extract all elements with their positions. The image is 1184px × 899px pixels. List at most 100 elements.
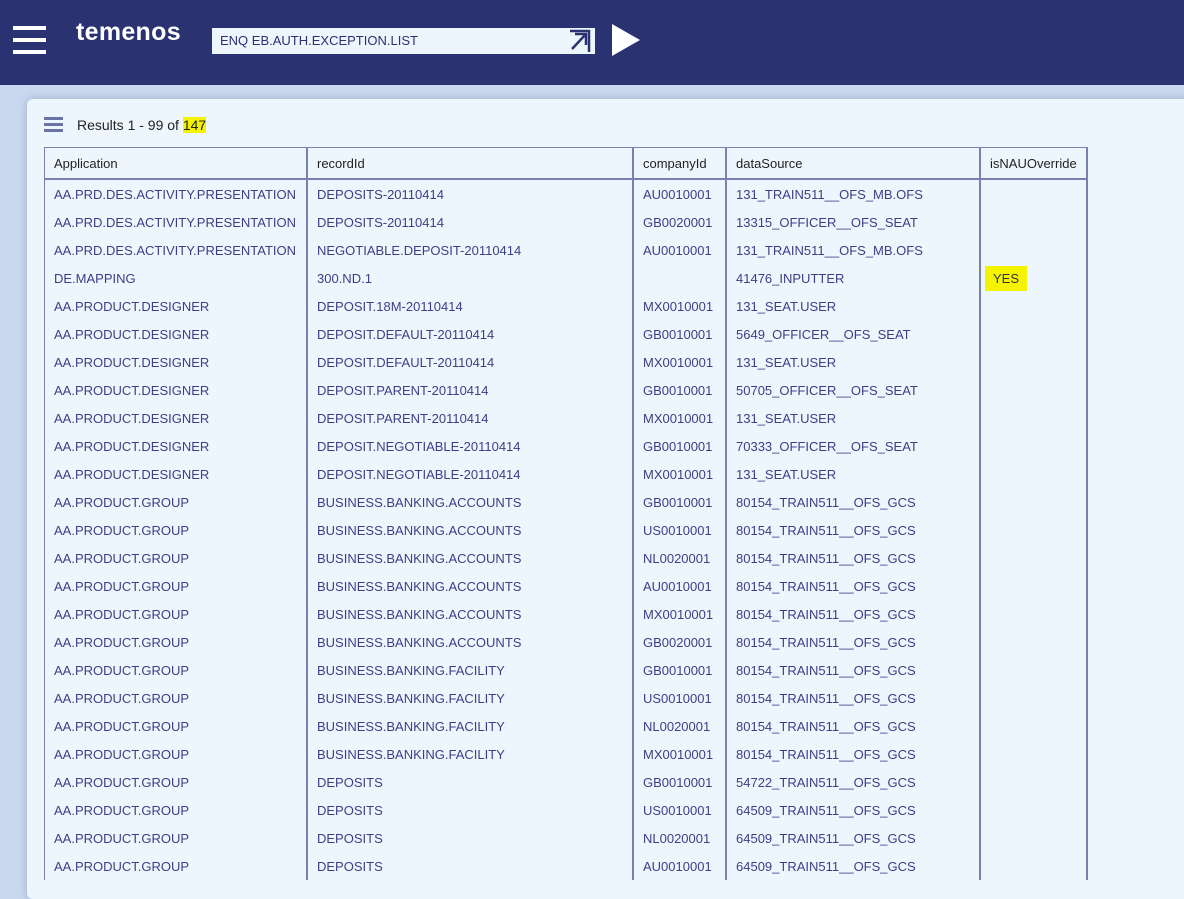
column-header[interactable]: companyId bbox=[632, 147, 727, 180]
table-row[interactable]: AA.PRODUCT.GROUP DEPOSITS US0010001 64509_T… bbox=[44, 796, 1088, 824]
table-row[interactable]: AA.PRD.DES.ACTIVITY.PRESENTATION DEPOSITS… bbox=[44, 208, 1088, 236]
table-cell: BUSINESS.BANKING.FACILITY bbox=[306, 712, 634, 740]
table-cell: DEPOSITS-20110414 bbox=[306, 208, 634, 236]
table-cell bbox=[979, 404, 1088, 432]
table-row[interactable]: AA.PRODUCT.GROUP DEPOSITS GB0010001 54722_T… bbox=[44, 768, 1088, 796]
table-cell: GB0010001 bbox=[632, 432, 727, 460]
table-row[interactable]: AA.PRODUCT.GROUP BUSINESS.BANKING.ACCOUNT… bbox=[44, 516, 1088, 544]
table-cell: BUSINESS.BANKING.FACILITY bbox=[306, 740, 634, 768]
table-row[interactable]: AA.PRD.DES.ACTIVITY.PRESENTATION DEPOSITS… bbox=[44, 179, 1088, 208]
cell-value: AA.PRODUCT.DESIGNER bbox=[54, 298, 210, 314]
table-row[interactable]: AA.PRODUCT.GROUP DEPOSITS NL0020001 64509_T… bbox=[44, 824, 1088, 852]
cell-value: BUSINESS.BANKING.FACILITY bbox=[317, 746, 505, 762]
table-cell: AA.PRODUCT.GROUP bbox=[44, 768, 308, 796]
table-cell: AA.PRODUCT.GROUP bbox=[44, 796, 308, 824]
table-cell: NL0020001 bbox=[632, 712, 727, 740]
list-menu-icon[interactable] bbox=[44, 117, 63, 132]
column-header[interactable]: Application bbox=[44, 147, 308, 180]
cell-value: 54722_TRAIN511__OFS_GCS bbox=[736, 774, 916, 790]
cell-value: DEPOSITS-20110414 bbox=[317, 186, 444, 202]
cell-value: AA.PRODUCT.GROUP bbox=[54, 802, 190, 818]
table-cell: US0010001 bbox=[632, 796, 727, 824]
cell-value: 80154_TRAIN511__OFS_GCS bbox=[736, 578, 916, 594]
cell-value: DEPOSIT.DEFAULT-20110414 bbox=[317, 354, 495, 370]
cell-value: AA.PRODUCT.GROUP bbox=[54, 634, 190, 650]
cell-value: MX0010001 bbox=[643, 746, 714, 762]
table-row[interactable]: AA.PRD.DES.ACTIVITY.PRESENTATION NEGOTIAB… bbox=[44, 236, 1088, 264]
cell-value: AA.PRODUCT.GROUP bbox=[54, 578, 190, 594]
table-cell bbox=[979, 376, 1088, 404]
cell-value: AA.PRODUCT.DESIGNER bbox=[54, 466, 210, 482]
table-row[interactable]: AA.PRODUCT.GROUP BUSINESS.BANKING.FACILIT… bbox=[44, 656, 1088, 684]
cell-value: 41476_INPUTTER bbox=[736, 270, 845, 286]
table-row[interactable]: AA.PRODUCT.GROUP BUSINESS.BANKING.ACCOUNT… bbox=[44, 488, 1088, 516]
cell-value: 5649_OFFICER__OFS_SEAT bbox=[736, 326, 911, 342]
table-cell: MX0010001 bbox=[632, 348, 727, 376]
table-cell bbox=[979, 460, 1088, 488]
cell-value: BUSINESS.BANKING.ACCOUNTS bbox=[317, 550, 522, 566]
table-cell: AA.PRODUCT.GROUP bbox=[44, 628, 308, 656]
table-cell: AA.PRODUCT.GROUP bbox=[44, 824, 308, 852]
table-cell: 41476_INPUTTER bbox=[725, 264, 981, 292]
column-header[interactable]: recordId bbox=[306, 147, 634, 180]
table-row[interactable]: DE.MAPPING 300.ND.1 41476_INPUTTER YES bbox=[44, 264, 1088, 292]
run-play-icon[interactable] bbox=[612, 24, 640, 56]
cell-value: 80154_TRAIN511__OFS_GCS bbox=[736, 494, 916, 510]
table-row[interactable]: AA.PRODUCT.GROUP BUSINESS.BANKING.ACCOUNT… bbox=[44, 600, 1088, 628]
cell-value: MX0010001 bbox=[643, 606, 714, 622]
table-row[interactable]: AA.PRODUCT.GROUP BUSINESS.BANKING.FACILIT… bbox=[44, 684, 1088, 712]
table-cell: BUSINESS.BANKING.ACCOUNTS bbox=[306, 628, 634, 656]
table-row[interactable]: AA.PRODUCT.GROUP BUSINESS.BANKING.ACCOUNT… bbox=[44, 544, 1088, 572]
table-row[interactable]: AA.PRODUCT.DESIGNER DEPOSIT.PARENT-201104… bbox=[44, 376, 1088, 404]
cell-value: US0010001 bbox=[643, 522, 712, 538]
cell-value: AA.PRODUCT.DESIGNER bbox=[54, 410, 210, 426]
table-row[interactable]: AA.PRODUCT.GROUP BUSINESS.BANKING.FACILIT… bbox=[44, 740, 1088, 768]
table-cell bbox=[979, 768, 1088, 796]
table-row[interactable]: AA.PRODUCT.DESIGNER DEPOSIT.DEFAULT-20110… bbox=[44, 320, 1088, 348]
table-row[interactable]: AA.PRODUCT.GROUP BUSINESS.BANKING.ACCOUNT… bbox=[44, 628, 1088, 656]
table-cell: DEPOSITS bbox=[306, 824, 634, 852]
table-cell: MX0010001 bbox=[632, 404, 727, 432]
table-cell: DEPOSIT.DEFAULT-20110414 bbox=[306, 320, 634, 348]
table-cell: DEPOSIT.NEGOTIABLE-20110414 bbox=[306, 432, 634, 460]
table-cell: AA.PRODUCT.GROUP bbox=[44, 572, 308, 600]
table-cell: DEPOSITS bbox=[306, 796, 634, 824]
table-cell: AA.PRODUCT.GROUP bbox=[44, 488, 308, 516]
table-row[interactable]: AA.PRODUCT.DESIGNER DEPOSIT.DEFAULT-20110… bbox=[44, 348, 1088, 376]
table-row[interactable]: AA.PRODUCT.DESIGNER DEPOSIT.NEGOTIABLE-20… bbox=[44, 432, 1088, 460]
table-cell: DEPOSIT.18M-20110414 bbox=[306, 292, 634, 320]
cell-value: MX0010001 bbox=[643, 354, 714, 370]
cell-value: AA.PRODUCT.GROUP bbox=[54, 550, 190, 566]
table-row[interactable]: AA.PRODUCT.GROUP BUSINESS.BANKING.FACILIT… bbox=[44, 712, 1088, 740]
table-cell bbox=[979, 628, 1088, 656]
table-cell: AU0010001 bbox=[632, 179, 727, 208]
main-menu-icon[interactable] bbox=[13, 26, 46, 54]
table-row[interactable]: AA.PRODUCT.GROUP BUSINESS.BANKING.ACCOUNT… bbox=[44, 572, 1088, 600]
cell-value: GB0020001 bbox=[643, 214, 713, 230]
cell-value: AA.PRODUCT.GROUP bbox=[54, 830, 190, 846]
cell-value: GB0020001 bbox=[643, 634, 713, 650]
cell-value: GB0010001 bbox=[643, 326, 713, 342]
expand-arrow-icon[interactable] bbox=[567, 29, 593, 53]
table-row[interactable]: AA.PRODUCT.DESIGNER DEPOSIT.PARENT-201104… bbox=[44, 404, 1088, 432]
table-cell bbox=[979, 572, 1088, 600]
table-cell: 80154_TRAIN511__OFS_GCS bbox=[725, 600, 981, 628]
table-header: Application recordId companyId dataSource is… bbox=[44, 147, 1088, 180]
cell-value: MX0010001 bbox=[643, 298, 714, 314]
table-row[interactable]: AA.PRODUCT.DESIGNER DEPOSIT.NEGOTIABLE-20… bbox=[44, 460, 1088, 488]
table-cell: AA.PRODUCT.GROUP bbox=[44, 544, 308, 572]
results-table: Application recordId companyId dataSource is… bbox=[44, 147, 1088, 880]
table-row[interactable]: AA.PRODUCT.DESIGNER DEPOSIT.18M-20110414 M… bbox=[44, 292, 1088, 320]
cell-value: GB0010001 bbox=[643, 438, 713, 454]
table-cell: BUSINESS.BANKING.ACCOUNTS bbox=[306, 488, 634, 516]
table-row[interactable]: AA.PRODUCT.GROUP DEPOSITS AU0010001 64509_T… bbox=[44, 852, 1088, 880]
table-cell: 80154_TRAIN511__OFS_GCS bbox=[725, 516, 981, 544]
cell-value: 300.ND.1 bbox=[317, 270, 372, 286]
cell-value: 64509_TRAIN511__OFS_GCS bbox=[736, 802, 916, 818]
command-input[interactable]: ENQ EB.AUTH.EXCEPTION.LIST bbox=[212, 28, 595, 54]
cell-value: AA.PRODUCT.GROUP bbox=[54, 746, 190, 762]
table-cell: 131_SEAT.USER bbox=[725, 460, 981, 488]
table-cell: AA.PRODUCT.DESIGNER bbox=[44, 320, 308, 348]
column-header[interactable]: isNAUOverride bbox=[979, 147, 1088, 180]
column-header[interactable]: dataSource bbox=[725, 147, 981, 180]
